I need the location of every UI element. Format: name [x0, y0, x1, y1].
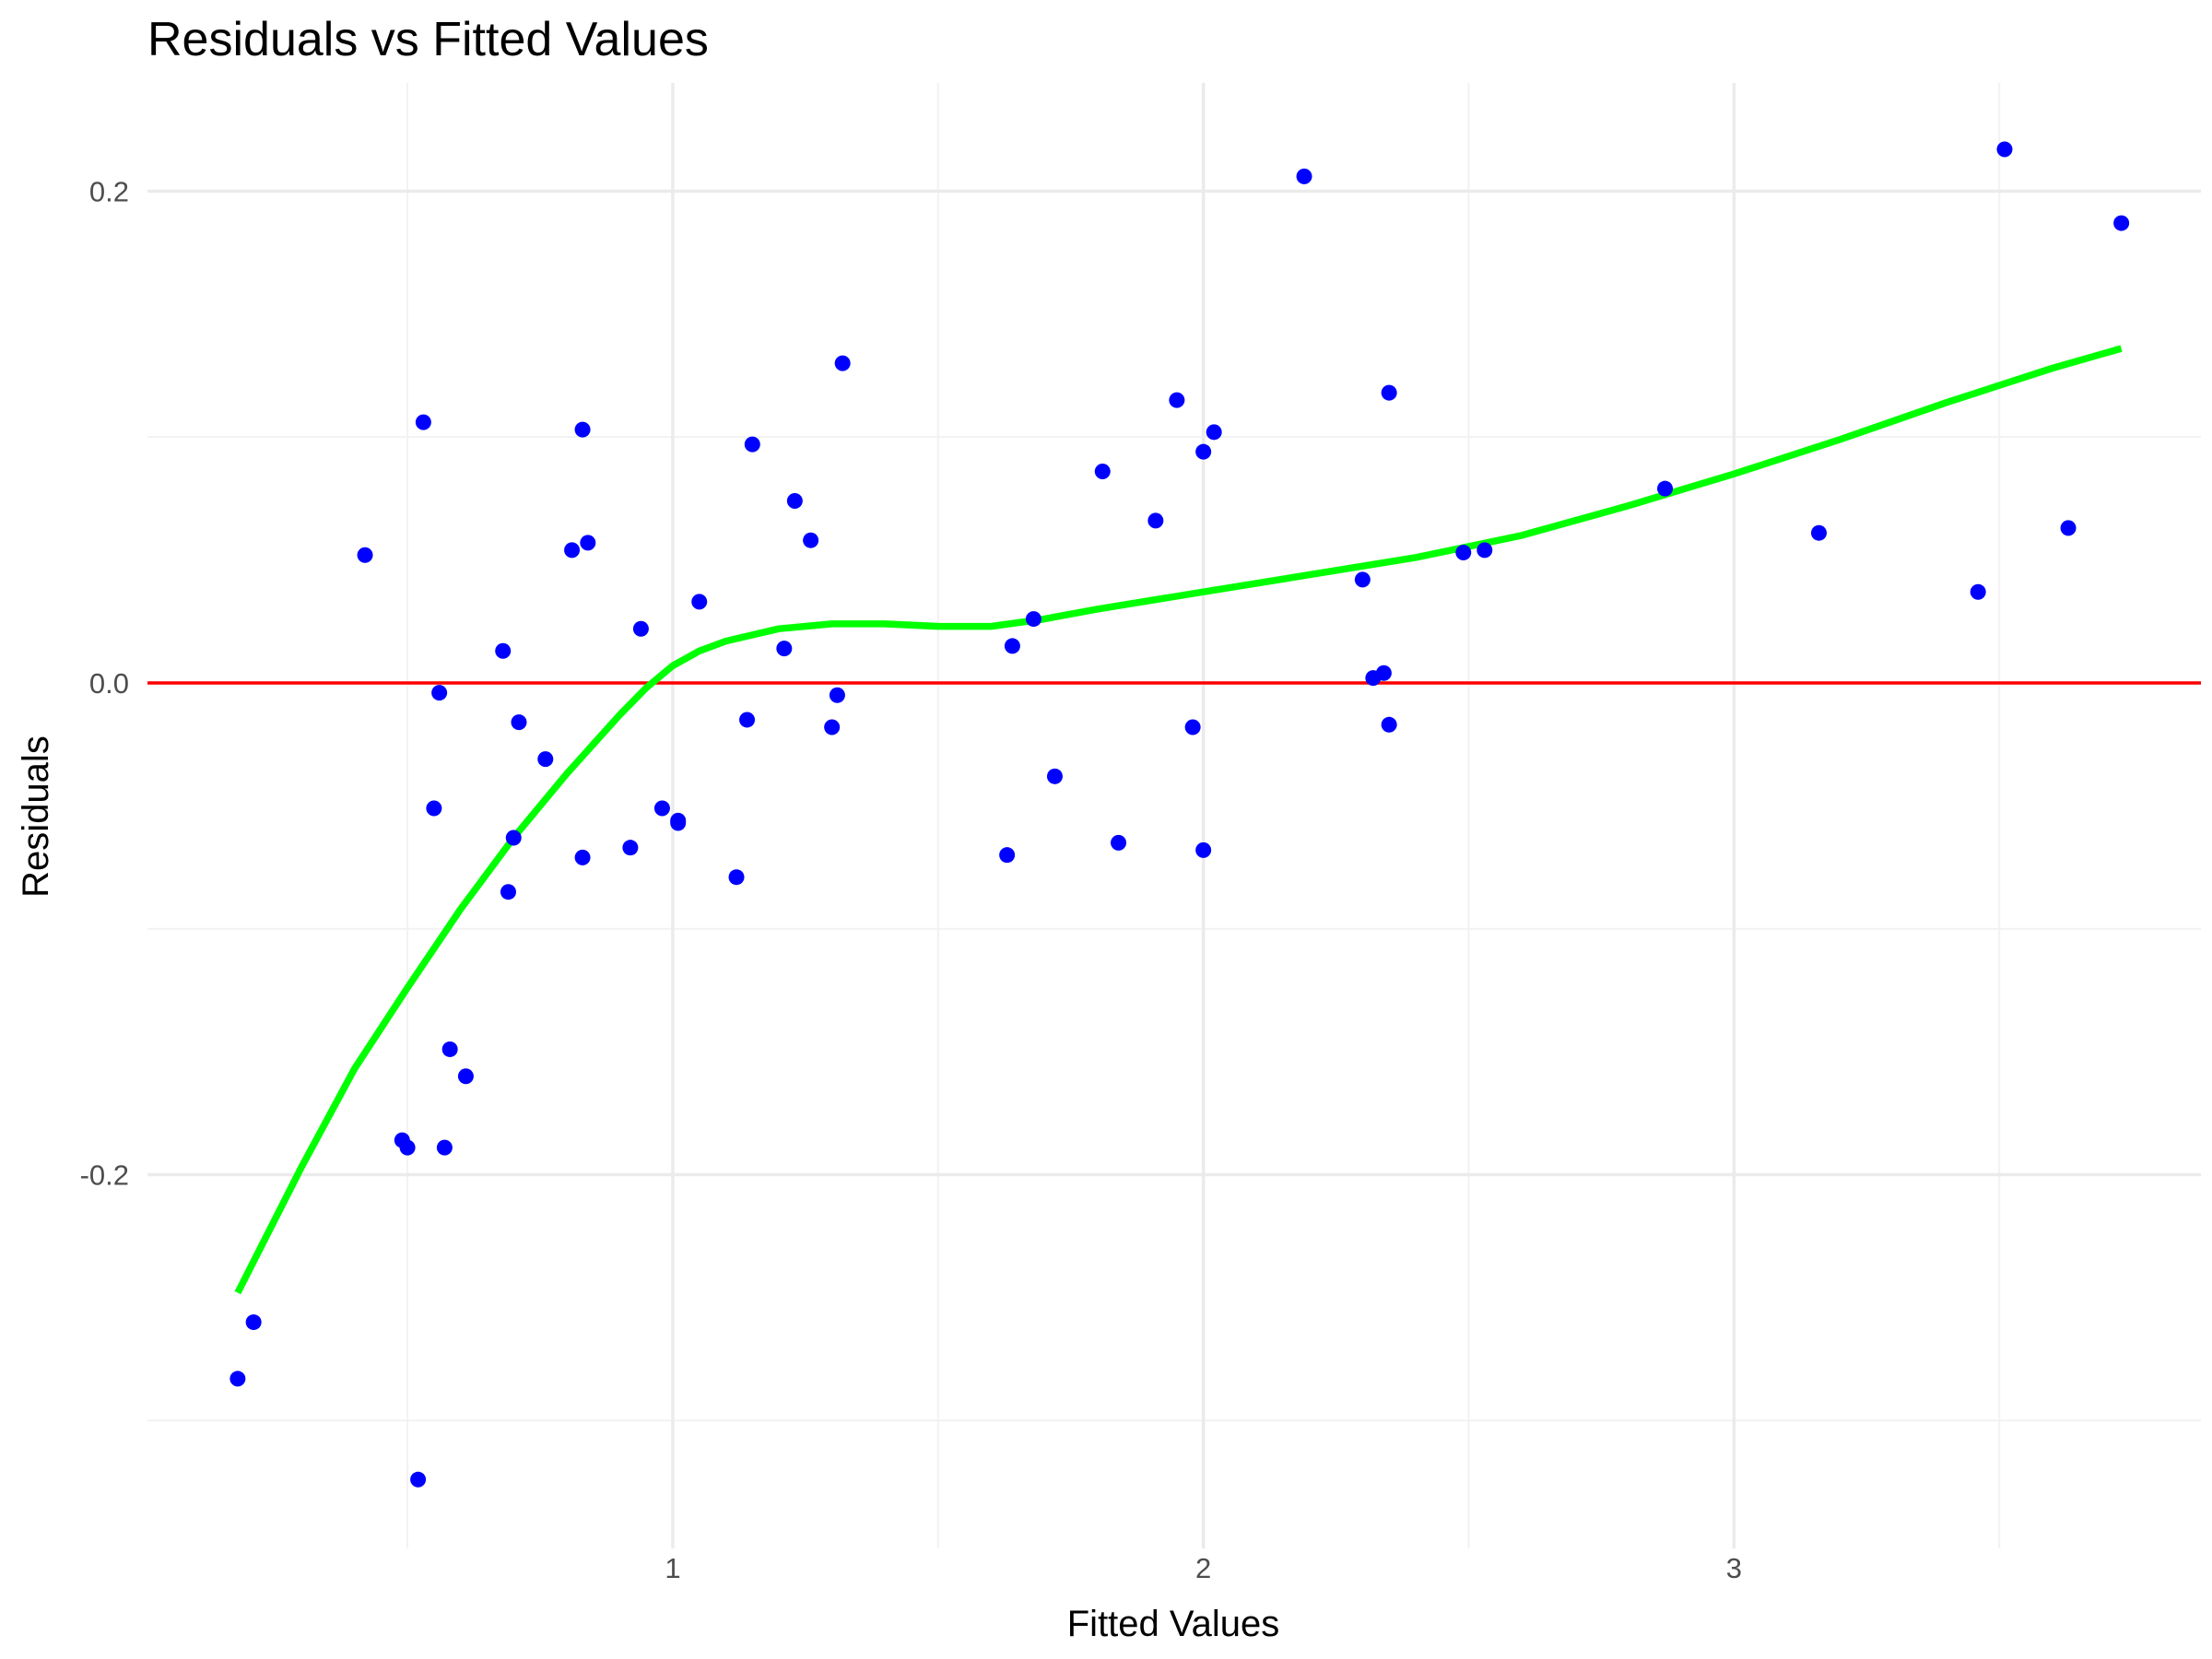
residual-point	[426, 800, 442, 817]
residual-point	[505, 830, 522, 846]
y-axis-title: Residuals	[16, 735, 56, 898]
residual-point	[574, 421, 591, 438]
residual-point	[580, 535, 596, 551]
residual-point	[1206, 424, 1222, 441]
y-tick-label: -0.2	[80, 1159, 129, 1191]
residual-point	[537, 751, 554, 768]
residual-point	[1657, 480, 1674, 497]
x-axis-ticks: 1 2 3	[665, 1552, 1742, 1584]
residual-point	[1354, 571, 1371, 588]
residual-point	[632, 620, 649, 637]
x-tick-label: 1	[665, 1552, 680, 1584]
residual-point	[564, 542, 581, 559]
residual-point	[245, 1314, 262, 1331]
residual-point	[1025, 611, 1041, 628]
residual-point	[1810, 524, 1827, 541]
residual-point	[399, 1139, 416, 1156]
residual-point	[1381, 384, 1397, 401]
residual-point	[500, 884, 516, 900]
residual-point	[739, 712, 756, 728]
residual-point	[824, 719, 841, 735]
x-axis-title: Fitted Values	[1067, 1604, 1280, 1644]
residual-point	[653, 800, 670, 817]
residual-point	[1147, 512, 1164, 529]
y-tick-label: 0.2	[89, 175, 129, 207]
residual-point	[1375, 665, 1392, 681]
residual-point	[1970, 583, 1986, 600]
residual-point	[2113, 215, 2130, 231]
residual-point	[441, 1041, 458, 1057]
y-tick-label: 0.0	[89, 667, 129, 700]
residual-point	[999, 847, 1016, 864]
x-tick-label: 2	[1195, 1552, 1211, 1584]
residual-points	[229, 141, 2130, 1488]
residual-point	[2060, 520, 2077, 536]
residual-point	[1996, 141, 2013, 158]
residual-point	[431, 685, 448, 701]
residual-point	[1094, 464, 1111, 480]
residual-point	[1169, 392, 1185, 408]
residual-point	[410, 1471, 427, 1488]
smooth-line-layer	[234, 345, 2123, 1295]
residual-point	[1296, 168, 1312, 184]
minor-grid	[147, 83, 2201, 1548]
major-grid	[147, 83, 2201, 1548]
residual-point	[1184, 719, 1201, 735]
chart-title: Residuals vs Fitted Values	[147, 13, 709, 66]
residual-point	[834, 355, 851, 371]
residual-point	[1455, 545, 1472, 561]
residual-point	[829, 687, 845, 703]
residual-point	[622, 840, 639, 856]
residual-point	[776, 641, 793, 657]
residual-point	[357, 547, 373, 563]
residual-point	[1111, 834, 1127, 851]
residual-point	[728, 869, 745, 886]
residual-point	[691, 594, 708, 610]
x-tick-label: 3	[1726, 1552, 1742, 1584]
residual-point	[457, 1068, 474, 1085]
y-axis-ticks: -0.2 0.0 0.2	[80, 175, 129, 1191]
residual-point	[1477, 542, 1493, 559]
residual-point	[1381, 716, 1397, 733]
residual-point	[670, 815, 687, 831]
residual-point	[1046, 768, 1063, 784]
residual-point	[436, 1139, 453, 1156]
residual-point	[511, 714, 527, 731]
residual-point	[574, 849, 591, 865]
residual-point	[786, 493, 803, 510]
residual-point	[803, 532, 819, 548]
residual-point	[1004, 638, 1020, 654]
residual-point	[1195, 841, 1212, 858]
smooth-trend-line	[234, 345, 2123, 1295]
residual-point	[1195, 443, 1212, 460]
residual-point	[744, 436, 760, 453]
residual-point	[415, 414, 431, 430]
residual-point	[495, 642, 512, 659]
residual-point	[229, 1371, 246, 1387]
